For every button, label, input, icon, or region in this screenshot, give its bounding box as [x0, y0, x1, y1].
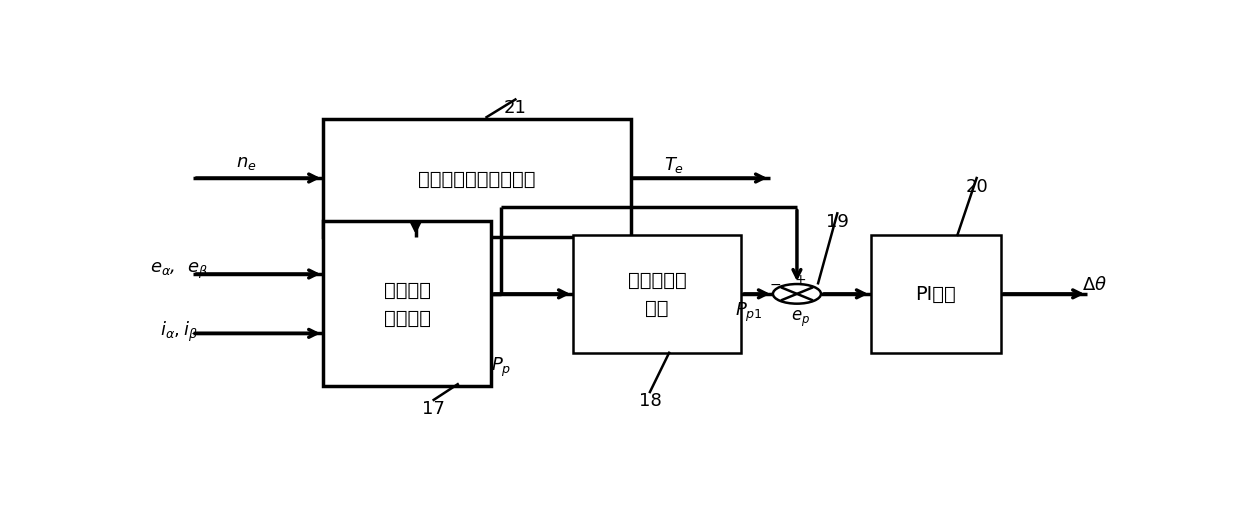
Text: $P_{p1}$: $P_{p1}$ — [735, 300, 763, 324]
Circle shape — [773, 285, 821, 304]
Text: PI模块: PI模块 — [915, 285, 956, 304]
Text: $n_e$: $n_e$ — [236, 154, 257, 172]
Text: 电机实际转矩计算模块: 电机实际转矩计算模块 — [418, 169, 536, 188]
Text: +: + — [794, 272, 806, 287]
Bar — [573, 236, 742, 353]
Text: 20: 20 — [965, 178, 988, 195]
Text: 21: 21 — [503, 99, 527, 117]
Text: 低通滤波器
模块: 低通滤波器 模块 — [627, 271, 687, 318]
Bar — [324, 222, 491, 386]
Text: $e_p$: $e_p$ — [791, 308, 810, 328]
Text: $T_e$: $T_e$ — [663, 155, 684, 175]
Text: $\Delta\theta$: $\Delta\theta$ — [1083, 275, 1107, 294]
Text: 19: 19 — [826, 213, 848, 231]
Bar — [870, 236, 1001, 353]
Text: 18: 18 — [639, 391, 661, 409]
Text: $i_{\alpha},i_{\beta}$: $i_{\alpha},i_{\beta}$ — [160, 320, 198, 344]
Text: $e_{\alpha}$,  $e_{\beta}$: $e_{\alpha}$, $e_{\beta}$ — [150, 261, 208, 281]
Text: $P_p$: $P_p$ — [491, 355, 511, 378]
Text: −: − — [770, 277, 781, 291]
Text: 17: 17 — [423, 399, 445, 417]
Bar — [324, 120, 631, 237]
Text: 有功功率
计算模块: 有功功率 计算模块 — [383, 280, 430, 327]
